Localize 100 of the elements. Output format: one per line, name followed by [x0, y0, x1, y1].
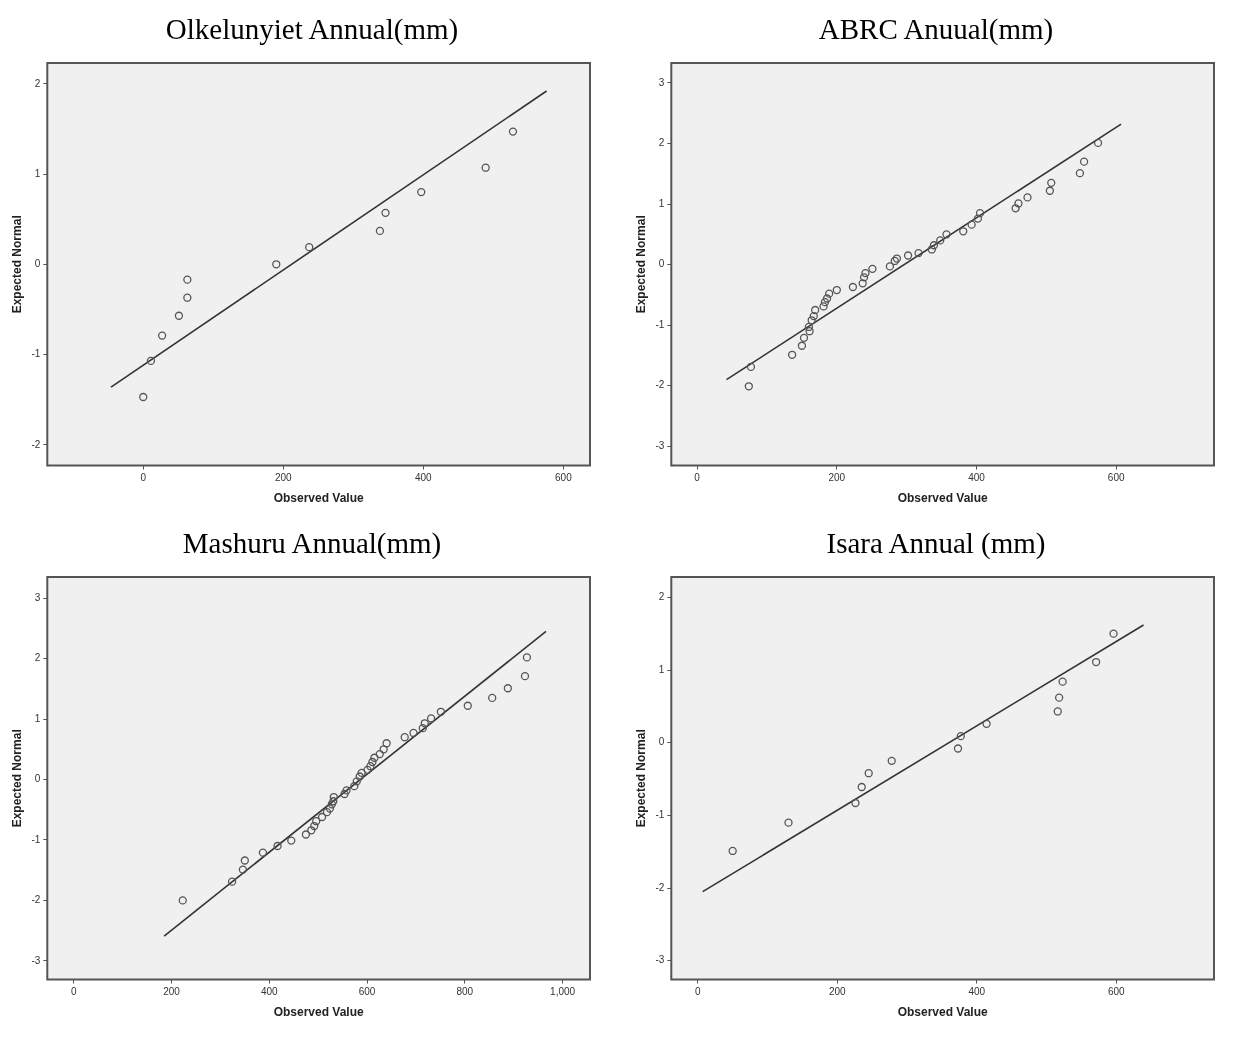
- point: [804, 322, 814, 332]
- y-tick-label: 1: [34, 167, 41, 179]
- point: [1058, 677, 1067, 686]
- point: [942, 230, 951, 239]
- point: [352, 777, 361, 786]
- point: [329, 797, 338, 806]
- chart-title: Olkelunyiet Annual(mm): [164, 12, 460, 47]
- point: [273, 841, 282, 851]
- point: [799, 333, 809, 343]
- point: [892, 254, 902, 263]
- y-tick-label: -3: [655, 954, 665, 966]
- point: [227, 877, 237, 886]
- point: [463, 701, 472, 710]
- point: [885, 262, 895, 271]
- x-tick-label: 0: [694, 472, 701, 484]
- point: [375, 749, 384, 759]
- point: [178, 896, 187, 905]
- y-tick-label: 3: [658, 76, 665, 88]
- point: [139, 392, 148, 402]
- point: [157, 331, 167, 340]
- x-tick-label: 0: [70, 986, 77, 998]
- point: [819, 302, 828, 311]
- point: [310, 821, 319, 831]
- point: [728, 846, 737, 856]
- point: [1045, 186, 1055, 195]
- x-axis-title: Observed Value: [273, 1005, 364, 1020]
- point: [822, 294, 832, 303]
- point: [420, 719, 429, 728]
- point: [927, 245, 936, 254]
- point: [1014, 199, 1023, 208]
- point: [357, 768, 366, 778]
- point: [312, 817, 321, 826]
- point: [508, 127, 518, 136]
- point: [820, 297, 830, 307]
- point: [183, 275, 192, 284]
- point: [366, 762, 375, 771]
- point: [368, 757, 377, 767]
- point: [400, 733, 409, 742]
- point: [307, 826, 316, 835]
- point: [1075, 169, 1085, 178]
- point: [382, 739, 391, 748]
- point: [379, 745, 388, 754]
- point: [488, 693, 497, 703]
- y-axis-title: Expected Normal: [9, 729, 24, 828]
- y-tick-label: -3: [655, 439, 665, 451]
- point: [857, 782, 866, 792]
- point: [272, 260, 281, 269]
- point: [258, 848, 268, 857]
- point: [287, 836, 296, 845]
- y-tick-label: -2: [655, 881, 665, 893]
- point: [973, 214, 983, 223]
- point: [811, 305, 820, 315]
- y-tick-label: -2: [31, 894, 41, 906]
- y-tick-label: 1: [34, 712, 41, 724]
- point: [183, 293, 192, 302]
- point: [784, 818, 793, 827]
- point: [305, 243, 314, 252]
- x-tick-label: 200: [163, 986, 181, 998]
- point: [322, 808, 332, 817]
- point: [355, 772, 364, 781]
- y-tick-label: -1: [31, 348, 41, 360]
- point: [375, 226, 385, 236]
- point: [1109, 629, 1118, 638]
- point: [787, 350, 797, 359]
- point: [832, 285, 841, 295]
- y-tick-label: 2: [34, 77, 41, 89]
- y-tick-label: 0: [658, 736, 665, 748]
- point: [1047, 178, 1056, 188]
- x-tick-label: 600: [358, 986, 376, 998]
- x-tick-label: 200: [274, 472, 293, 484]
- point: [520, 671, 530, 681]
- point: [503, 684, 513, 693]
- point: [238, 865, 248, 874]
- point: [418, 723, 427, 733]
- y-axis-title: Expected Normal: [633, 729, 648, 828]
- point: [975, 208, 985, 218]
- point: [174, 311, 184, 320]
- point: [1079, 157, 1089, 166]
- point: [146, 356, 156, 366]
- x-tick-label: 800: [456, 986, 474, 998]
- point: [1093, 138, 1103, 148]
- y-tick-label: 0: [34, 773, 41, 785]
- y-tick-label: 1: [658, 663, 665, 675]
- point: [327, 800, 336, 809]
- x-tick-label: 400: [968, 472, 986, 484]
- point: [409, 728, 418, 738]
- point: [959, 227, 968, 236]
- point: [967, 220, 976, 229]
- chart-title: Isara Annual (mm): [825, 526, 1047, 561]
- point: [956, 732, 965, 741]
- y-tick-label: -2: [655, 379, 665, 391]
- x-tick-label: 0: [695, 986, 702, 998]
- chart-title: ABRC Anuual(mm): [817, 12, 1055, 47]
- point: [887, 756, 896, 766]
- point: [1023, 193, 1032, 202]
- y-tick-label: 2: [658, 591, 665, 603]
- y-axis-title: Expected Normal: [633, 215, 648, 314]
- point: [851, 798, 860, 808]
- y-tick-label: 3: [34, 591, 41, 603]
- x-tick-label: 600: [555, 472, 573, 484]
